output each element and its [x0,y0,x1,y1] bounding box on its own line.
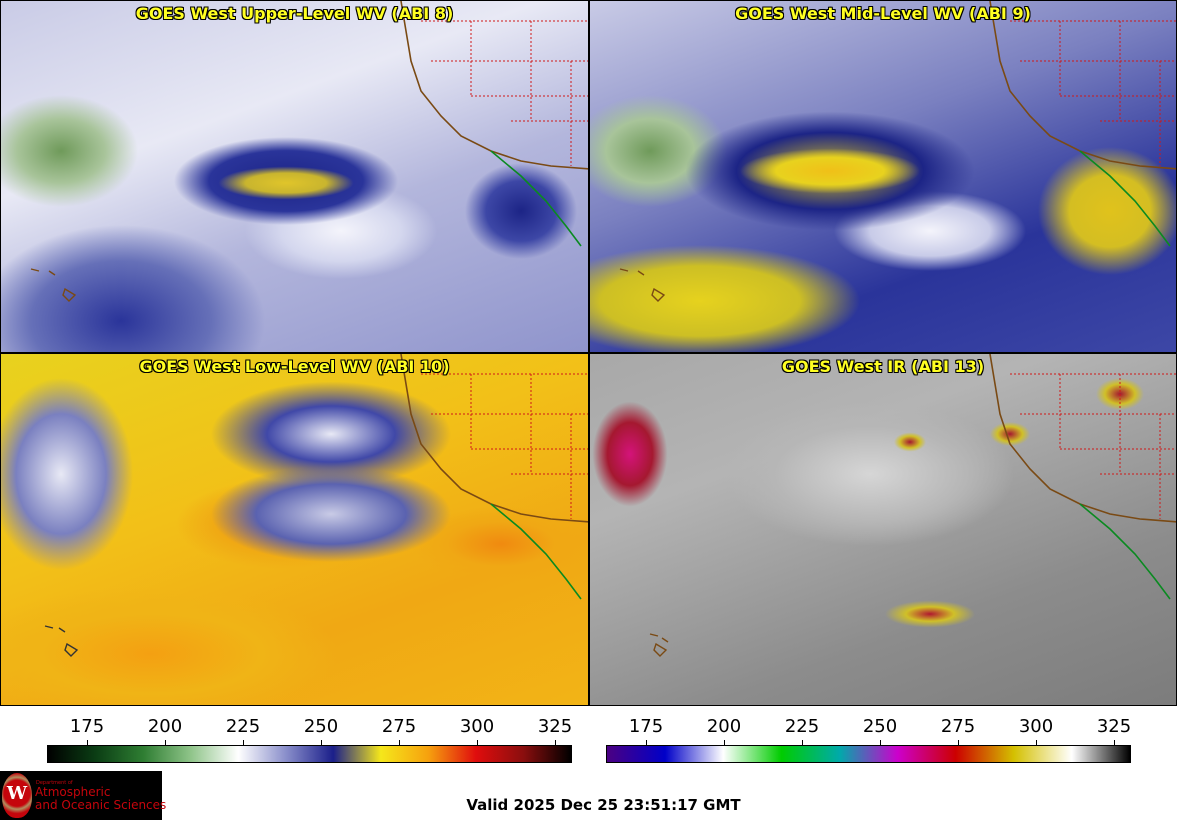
colorbar-tick-label: 250 [862,716,898,737]
low-level-wv-panel: GOES West Low-Level WV (ABI 10) [0,353,589,706]
logo-department-text: Department of [36,780,73,786]
wv-colorbar-legend: 175 200 225 250 275 300 325 [47,706,572,766]
ir-colorbar [606,745,1131,763]
colorbar-tick-mark [1036,740,1037,745]
coastline-map [619,1,1176,302]
colorbar-tick-mark [165,740,166,745]
colorbar-tick-label: 175 [69,716,105,737]
colorbar-tick-mark [477,740,478,745]
colorbar-tick-label: 300 [1018,716,1054,737]
colorbar-tick-label: 275 [381,716,417,737]
colorbar-tick-label: 325 [1096,716,1132,737]
colorbar-tick-mark [802,740,803,745]
colorbar-tick-label: 325 [537,716,573,737]
uw-seal-icon: W [2,773,32,818]
ir-colorbar-legend: 175 200 225 250 275 300 325 [606,706,1131,766]
colorbar-tick-mark [958,740,959,745]
colorbar-tick-label: 200 [706,716,742,737]
colorbar-tick-label: 275 [940,716,976,737]
colorbar-tick-mark [880,740,881,745]
colorbar-tick-label: 225 [225,716,261,737]
colorbar-tick-mark [87,740,88,745]
colorbar-tick-label: 300 [459,716,495,737]
logo-name-line1: Atmospheric [35,785,111,799]
seal-letter: W [6,783,28,804]
colorbar-tick-label: 200 [147,716,183,737]
colorbar-tick-mark [555,740,556,745]
colorbar-tick-label: 225 [784,716,820,737]
coastline-map [30,1,588,302]
colorbar-tick-label: 250 [303,716,339,737]
colorbar-tick-mark [399,740,400,745]
colorbar-tick-label: 175 [628,716,664,737]
mid-level-wv-panel: GOES West Mid-Level WV (ABI 9) [589,0,1177,353]
logo-name-line2: and Oceanic Sciences [35,798,167,812]
coastline-map [44,354,588,657]
colorbar-tick-mark [1114,740,1115,745]
panel-title: GOES West Low-Level WV (ABI 10) [139,357,450,376]
panel-title: GOES West Upper-Level WV (ABI 8) [135,4,454,23]
colorbar-tick-mark [646,740,647,745]
infrared-panel: GOES West IR (ABI 13) [589,353,1177,706]
colorbar-tick-mark [321,740,322,745]
panel-title: GOES West IR (ABI 13) [781,357,985,376]
coastline-map [649,354,1176,657]
upper-level-wv-panel: GOES West Upper-Level WV (ABI 8) [0,0,589,353]
valid-time: Valid 2025 Dec 25 23:51:17 GMT [466,796,741,814]
colorbar-tick-mark [243,740,244,745]
wv-colorbar [47,745,572,763]
panel-title: GOES West Mid-Level WV (ABI 9) [735,4,1031,23]
colorbar-tick-mark [724,740,725,745]
